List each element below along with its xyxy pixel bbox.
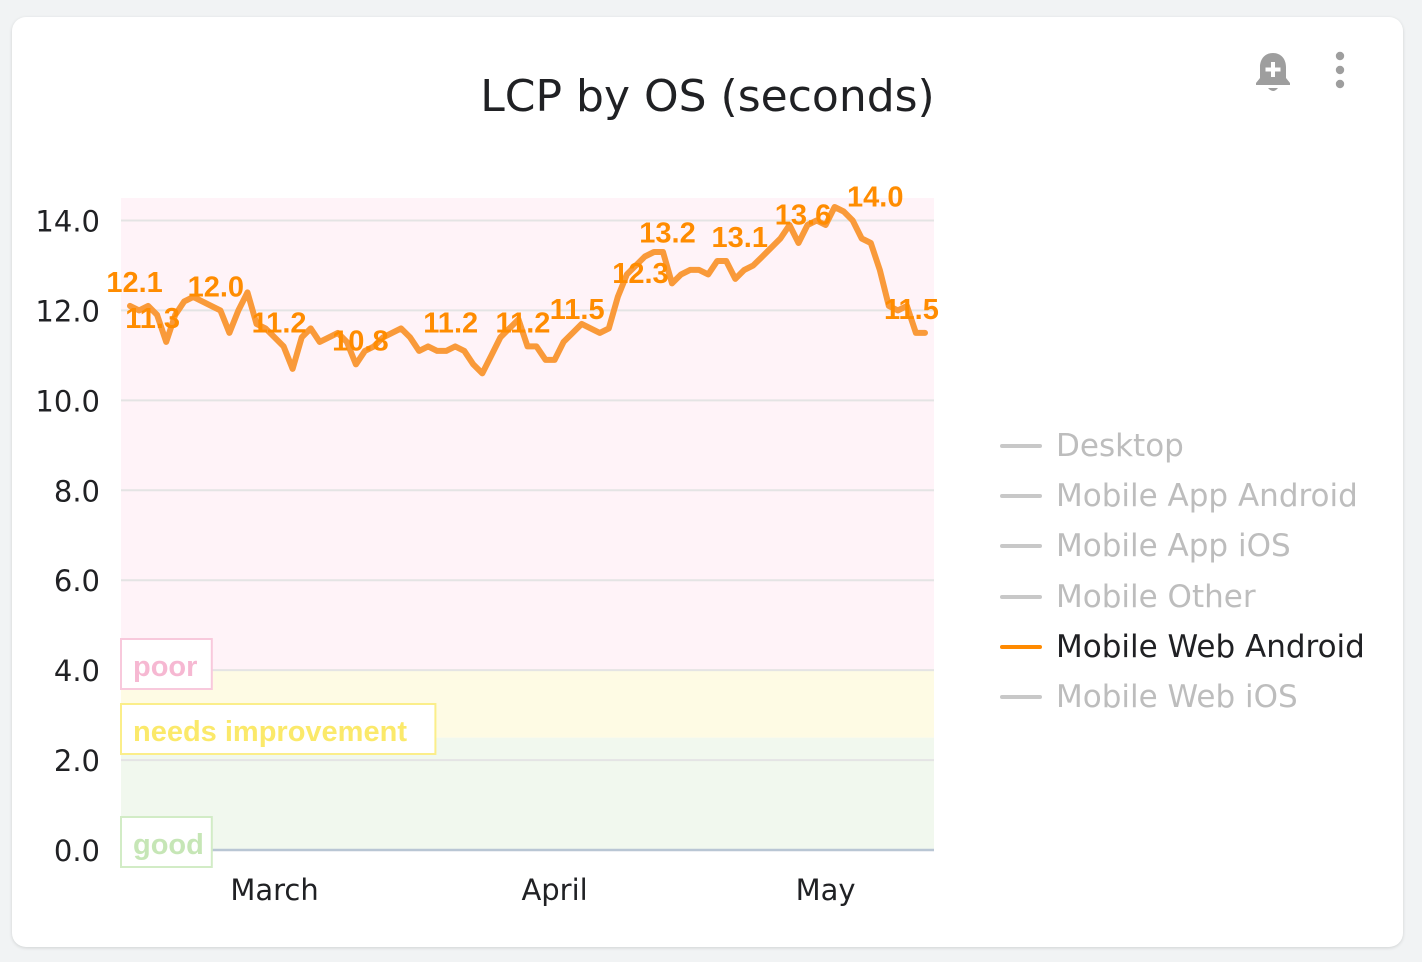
data-label: 13.1 (712, 222, 768, 254)
data-label: 11.5 (550, 294, 605, 326)
band-label-needs-improvement: needs improvement (120, 703, 437, 755)
legend-label: Desktop (1056, 428, 1184, 465)
y-tick-label: 6.0 (54, 564, 100, 598)
data-label: 12.0 (188, 271, 244, 303)
legend-swatch (1000, 544, 1042, 549)
y-tick-label: 0.0 (54, 834, 100, 868)
add-alert-bell-icon (1256, 53, 1290, 91)
y-tick-label: 4.0 (54, 654, 100, 688)
legend-label: Mobile App iOS (1056, 528, 1291, 565)
legend-item-mobile-web-ios[interactable]: Mobile Web iOS (1000, 672, 1365, 722)
data-label: 12.3 (612, 258, 668, 290)
band-label-text: poor (133, 651, 197, 683)
legend-item-mobile-app-ios[interactable]: Mobile App iOS (1000, 521, 1365, 571)
legend-swatch (1000, 594, 1042, 599)
legend-label: Mobile Other (1056, 578, 1256, 615)
y-tick-label: 14.0 (35, 204, 100, 238)
legend-swatch (1000, 644, 1042, 649)
band-label-good: good (120, 816, 213, 868)
x-tick-label: April (521, 873, 587, 907)
y-tick-label: 2.0 (54, 744, 100, 778)
chart-plot: 14.0 12.0 10.0 8.0 6.0 4.0 2.0 0.0 March April May… (35, 181, 939, 907)
legend-item-mobile-web-android[interactable]: Mobile Web Android (1000, 622, 1365, 672)
legend-swatch (1000, 695, 1042, 700)
y-tick-label: 10.0 (35, 384, 100, 418)
band-label-box (120, 638, 213, 690)
more-options-button[interactable] (1312, 42, 1368, 98)
more-vert-icon (1335, 51, 1345, 89)
data-label: 12.1 (106, 267, 162, 299)
band-label-poor: poor (120, 638, 213, 690)
y-tick-label: 12.0 (35, 294, 100, 328)
band-label-text: good (133, 829, 204, 861)
add-alert-button[interactable] (1245, 44, 1301, 100)
data-label: 11.2 (423, 307, 478, 339)
data-label: 11.5 (884, 294, 939, 326)
chart-card: LCP by OS (seconds) 14.0 12.0 10.0 8.0 6.0 4.… (12, 17, 1403, 947)
data-label: 10.8 (332, 325, 388, 357)
y-tick-label: 8.0 (54, 474, 100, 508)
band-label-box (120, 816, 213, 868)
chart-title: LCP by OS (seconds) (480, 71, 935, 122)
chart-legend: Desktop Mobile App Android Mobile App iOS M… (1000, 421, 1365, 722)
legend-label: Mobile Web Android (1056, 628, 1365, 665)
data-label: 11.2 (496, 307, 551, 339)
band-label-text: needs improvement (133, 716, 407, 748)
x-tick-label: May (796, 873, 856, 907)
legend-swatch (1000, 444, 1042, 449)
series-line-mobile-web-android (127, 204, 928, 377)
data-label: 13.2 (639, 217, 695, 249)
x-tick-label: March (230, 873, 318, 907)
legend-label: Mobile Web iOS (1056, 679, 1298, 716)
legend-item-mobile-app-android[interactable]: Mobile App Android (1000, 471, 1365, 521)
band-good (121, 737, 934, 850)
legend-label: Mobile App Android (1056, 478, 1358, 515)
data-label: 13.6 (775, 199, 831, 231)
band-label-box (120, 703, 437, 755)
band-poor (121, 198, 934, 671)
data-label: 11.3 (125, 303, 180, 335)
data-label: 11.2 (252, 307, 307, 339)
legend-item-mobile-other[interactable]: Mobile Other (1000, 572, 1365, 622)
legend-swatch (1000, 494, 1042, 499)
legend-item-desktop[interactable]: Desktop (1000, 421, 1365, 471)
data-label: 14.0 (847, 181, 903, 213)
